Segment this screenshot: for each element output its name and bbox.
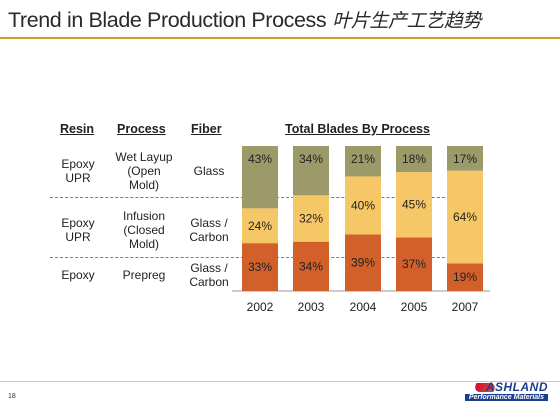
x-tick-label-2002: 2002 — [247, 300, 274, 314]
data-label-2002-0: 33% — [248, 260, 272, 274]
x-tick-label-2003: 2003 — [298, 300, 325, 314]
title-en: Trend in Blade Production Process — [8, 8, 327, 32]
bar-segment-2007-1 — [447, 170, 483, 264]
page-number: 18 — [8, 393, 16, 400]
bar-segment-2003-0 — [293, 241, 329, 291]
bar-segment-2004-0 — [345, 234, 381, 291]
logo-tagline: Performance Materials — [464, 394, 548, 401]
x-tick-label-2007: 2007 — [452, 300, 479, 314]
row3-resin: Epoxy — [61, 268, 95, 282]
bar-segment-2005-2 — [396, 146, 432, 173]
row1-resin: Epoxy UPR — [61, 157, 95, 185]
bar-segment-2002-0 — [242, 243, 278, 291]
bar-segment-2003-2 — [293, 146, 329, 196]
data-label-2002-2: 43% — [248, 152, 272, 166]
data-label-2005-2: 18% — [402, 152, 426, 166]
row2-fiber: Glass / Carbon — [189, 216, 229, 244]
data-label-2004-0: 39% — [351, 256, 375, 270]
header-resin: Resin — [60, 122, 95, 136]
bar-segment-2005-1 — [396, 172, 432, 238]
bar-segment-2007-0 — [447, 263, 483, 291]
header-fiber: Fiber — [191, 122, 222, 136]
row1-fiber: Glass — [193, 164, 225, 178]
row1-process: Wet Layup (Open Mold) — [115, 150, 173, 192]
data-label-2003-1: 32% — [299, 212, 323, 226]
title-rule — [0, 37, 560, 39]
title-zh: 叶片生产工艺趋势 — [332, 10, 482, 32]
data-label-2004-2: 21% — [351, 152, 375, 166]
chart-title: Total Blades By Process — [285, 122, 430, 136]
data-label-2007-0: 19% — [453, 270, 477, 284]
row2-process: Infusion (Closed Mold) — [122, 209, 166, 251]
data-label-2002-1: 24% — [248, 219, 272, 233]
row2-resin: Epoxy UPR — [61, 216, 95, 244]
logo-name: ASHLAND — [485, 380, 548, 394]
data-label-2005-0: 37% — [402, 257, 426, 271]
header-process: Process — [117, 122, 166, 136]
bar-segment-2002-1 — [242, 208, 278, 244]
data-label-2007-2: 17% — [453, 152, 477, 166]
data-label-2004-1: 40% — [351, 198, 375, 212]
bar-segment-2004-2 — [345, 146, 381, 177]
data-label-2003-0: 34% — [299, 259, 323, 273]
row3-fiber: Glass / Carbon — [189, 261, 229, 289]
data-label-2007-1: 64% — [453, 210, 477, 224]
bar-segment-2004-1 — [345, 176, 381, 235]
bar-segment-2003-1 — [293, 195, 329, 242]
data-label-2005-1: 45% — [402, 198, 426, 212]
bar-segment-2002-2 — [242, 146, 278, 209]
x-tick-label-2004: 2004 — [350, 300, 377, 314]
footer-rule — [0, 381, 560, 382]
bar-segment-2005-0 — [396, 237, 432, 291]
x-tick-label-2005: 2005 — [401, 300, 428, 314]
data-label-2003-2: 34% — [299, 152, 323, 166]
ashland-logo: ASHLAND Performance Materials — [422, 380, 552, 404]
row3-process: Prepreg — [122, 268, 166, 282]
bar-segment-2007-2 — [447, 146, 483, 171]
page-title: Trend in Blade Production Process 叶片生产工艺趋… — [8, 6, 481, 33]
